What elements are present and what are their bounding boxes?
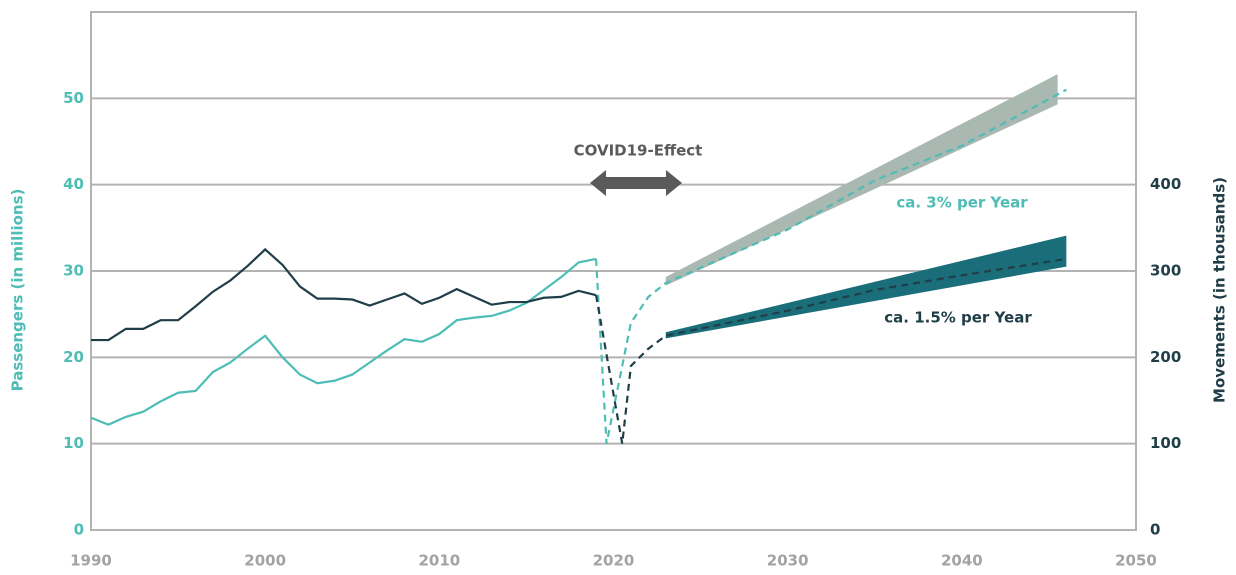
y2-tick-label: 0	[1150, 521, 1160, 539]
covid-arrow	[590, 170, 682, 196]
y-tick-label: 0	[74, 521, 84, 539]
y2-tick-label: 100	[1150, 434, 1181, 452]
x-tick-label: 1990	[70, 552, 112, 570]
y2-axis-label: Movements (in thousands)	[1211, 177, 1229, 403]
x-tick-label: 2050	[1115, 552, 1157, 570]
forecast-line	[594, 88, 1067, 444]
forecast-band	[665, 74, 1058, 286]
x-tick-label: 2020	[593, 552, 635, 570]
y2-tick-label: 300	[1150, 262, 1181, 280]
y-tick-label: 20	[63, 348, 84, 366]
x-tick-label: 2040	[941, 552, 983, 570]
x-tick-label: 2030	[767, 552, 809, 570]
annotation: COVID19-Effect	[574, 142, 703, 160]
y2-tick-label: 400	[1150, 175, 1181, 193]
series-line	[91, 247, 597, 342]
y-axis-label: Passengers (in millions)	[9, 189, 27, 392]
annotation: ca. 3% per Year	[896, 194, 1028, 212]
forecast-band	[665, 235, 1067, 339]
y-tick-label: 40	[63, 175, 84, 193]
annotation: ca. 1.5% per Year	[884, 309, 1032, 327]
y2-tick-label: 200	[1150, 348, 1181, 366]
forecast-line	[594, 257, 1067, 444]
y-tick-label: 30	[63, 262, 84, 280]
y-tick-label: 10	[63, 434, 84, 452]
series-line	[90, 257, 597, 426]
y-tick-label: 50	[63, 89, 84, 107]
x-tick-label: 2000	[244, 552, 286, 570]
x-tick-label: 2010	[418, 552, 460, 570]
plot-border	[90, 11, 1137, 531]
